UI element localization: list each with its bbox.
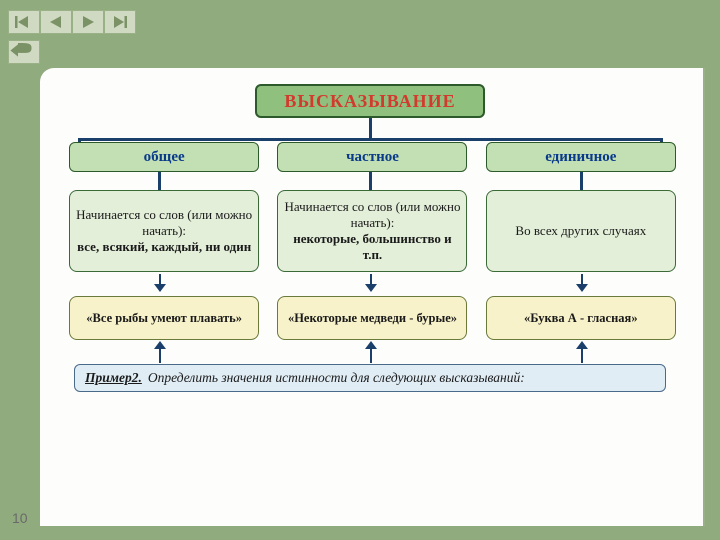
page-number: 10	[12, 510, 28, 526]
connector-title-down	[369, 118, 372, 138]
description-box: Во всех других случаях	[486, 190, 676, 272]
example-text: «Некоторые медведи - бурые»	[288, 311, 457, 326]
connector-v	[580, 172, 583, 190]
example-row: «Все рыбы умеют плавать» «Некоторые медв…	[40, 296, 705, 340]
prev-icon	[47, 15, 65, 29]
example-box: «Все рыбы умеют плавать»	[69, 296, 259, 340]
category-label: общее	[144, 149, 185, 166]
example-box: «Буква А - гласная»	[486, 296, 676, 340]
description-bold: все, всякий, каждый, ни один	[77, 239, 251, 255]
nav-first-button[interactable]	[8, 10, 40, 34]
connector-v	[369, 172, 372, 190]
arrow-down-icon	[576, 274, 588, 292]
arrow-down-icon	[365, 274, 377, 292]
arrow-down-icon	[154, 274, 166, 292]
description-row: Начинается со слов (или можно начать): в…	[40, 190, 705, 272]
category-label: частное	[346, 149, 399, 166]
description-box: Начинается со слов (или можно начать): н…	[277, 190, 467, 272]
first-icon	[15, 15, 33, 29]
task-box: Пример2. Определить значения истинности …	[74, 364, 666, 392]
slide-canvas: ВЫСКАЗЫВАНИЕ общее частное единичное Нач…	[40, 68, 705, 526]
description-bold: некоторые, большинство и т.п.	[282, 231, 462, 263]
nav-strip	[8, 10, 136, 34]
description-lead: Начинается со слов (или можно начать):	[74, 207, 254, 239]
next-icon	[79, 15, 97, 29]
category-box-general: общее	[69, 142, 259, 172]
nav-back-button[interactable]	[8, 40, 40, 64]
title-text: ВЫСКАЗЫВАНИЕ	[284, 91, 455, 112]
back-u-icon	[9, 40, 39, 64]
category-box-partial: частное	[277, 142, 467, 172]
task-label: Пример2.	[85, 370, 142, 386]
arrow-up-icon	[154, 341, 166, 363]
category-row: общее частное единичное	[40, 142, 705, 172]
description-box: Начинается со слов (или можно начать): в…	[69, 190, 259, 272]
title-box: ВЫСКАЗЫВАНИЕ	[255, 84, 485, 118]
task-text: Определить значения истинности для следу…	[148, 370, 525, 386]
category-label: единичное	[545, 149, 616, 166]
nav-last-button[interactable]	[104, 10, 136, 34]
nav-next-button[interactable]	[72, 10, 104, 34]
description-lead: Начинается со слов (или можно начать):	[282, 199, 462, 231]
arrow-up-icon	[365, 341, 377, 363]
description-lead: Во всех других случаях	[515, 223, 646, 239]
category-box-single: единичное	[486, 142, 676, 172]
example-box: «Некоторые медведи - бурые»	[277, 296, 467, 340]
example-text: «Буква А - гласная»	[524, 311, 638, 326]
last-icon	[111, 15, 129, 29]
connector-v	[158, 172, 161, 190]
arrow-up-icon	[576, 341, 588, 363]
example-text: «Все рыбы умеют плавать»	[86, 311, 242, 326]
nav-prev-button[interactable]	[40, 10, 72, 34]
